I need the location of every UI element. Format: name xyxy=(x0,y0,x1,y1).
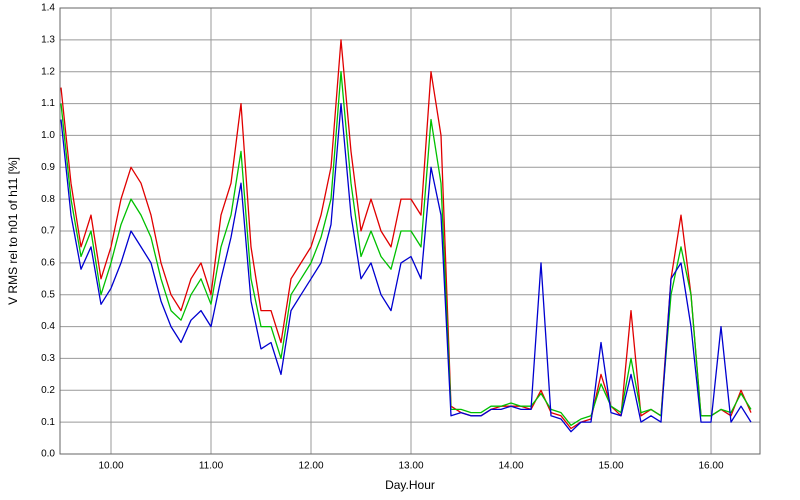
y-tick-label: 0.0 xyxy=(41,449,55,460)
x-axis-label: Day.Hour xyxy=(385,478,435,492)
y-tick-label: 1.1 xyxy=(41,98,55,109)
x-tick-label: 16.00 xyxy=(698,461,723,472)
y-tick-label: 1.2 xyxy=(41,66,55,77)
y-tick-label: 0.7 xyxy=(41,226,55,237)
y-axis-label: V RMS rel to h01 of h11 [%] xyxy=(6,157,20,305)
y-tick-label: 0.9 xyxy=(41,162,55,173)
y-tick-label: 1.0 xyxy=(41,130,55,141)
series-line xyxy=(60,102,752,433)
series-line xyxy=(60,71,752,426)
y-tick-label: 0.1 xyxy=(41,417,55,428)
y-tick-label: 0.3 xyxy=(41,353,55,364)
x-tick-label: 14.00 xyxy=(498,461,523,472)
y-tick-label: 0.8 xyxy=(41,194,55,205)
x-tick-label: 13.00 xyxy=(398,461,423,472)
y-tick-label: 0.5 xyxy=(41,289,55,300)
y-tick-label: 1.3 xyxy=(41,34,55,45)
y-tick-label: 0.2 xyxy=(41,385,55,396)
x-tick-label: 12.00 xyxy=(298,461,323,472)
y-tick-label: 1.4 xyxy=(41,3,55,14)
y-tick-label: 0.4 xyxy=(41,321,55,332)
x-tick-label: 15.00 xyxy=(598,461,623,472)
series-line xyxy=(60,39,752,430)
plot-frame xyxy=(59,7,761,455)
x-tick-label: 11.00 xyxy=(199,461,224,472)
y-tick-label: 0.6 xyxy=(41,257,55,268)
x-tick-label: 10.00 xyxy=(98,461,123,472)
